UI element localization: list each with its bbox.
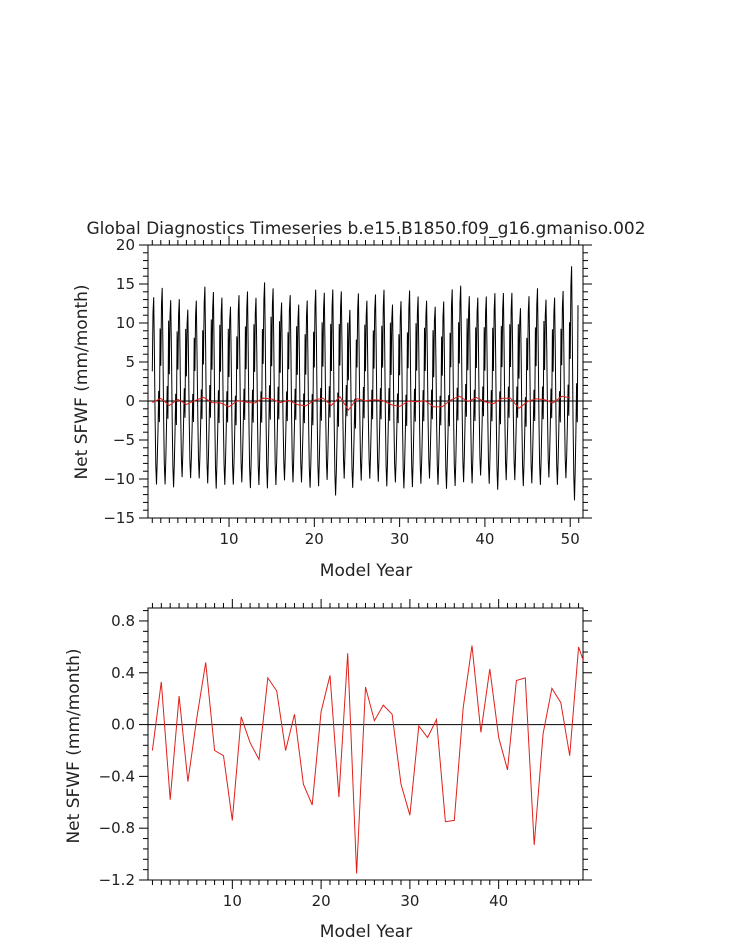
chart-2-annual-sfwf: 10 20 30 40 −1.2 −0.8 −0.4 0.0 0.4 0.8 xyxy=(99,599,592,910)
chart-2-x-tick-label: 20 xyxy=(312,892,331,910)
chart-2-x-tick-label: 30 xyxy=(400,892,419,910)
chart-1-x-tick-label: 20 xyxy=(305,530,324,548)
chart-2-y-tick-label: −1.2 xyxy=(99,871,135,889)
chart-2-y-axis-label: Net SFWF (mm/month) xyxy=(64,648,84,843)
chart-1-y-tick-label: 10 xyxy=(116,314,135,332)
chart-1-y-tick-label: −5 xyxy=(113,431,135,449)
chart-2-y-tick-label: 0.4 xyxy=(111,664,135,682)
chart-1-x-tick-label: 30 xyxy=(390,530,409,548)
chart-1-monthly-series xyxy=(151,266,579,501)
chart-2-annual-series xyxy=(151,645,583,874)
chart-1-x-tick-label: 10 xyxy=(219,530,238,548)
chart-1-x-axis-label: Model Year xyxy=(320,561,412,581)
chart-1-title: Global Diagnostics Timeseries b.e15.B185… xyxy=(86,219,645,239)
chart-1-monthly-and-annual-sfwf: 10 20 30 40 50 −15 −10 −5 0 5 10 15 20 xyxy=(103,236,592,548)
chart-1-x-tick-label: 40 xyxy=(475,530,494,548)
chart-1-y-tick-label: −15 xyxy=(103,509,135,527)
chart-1-y-tick-label: 15 xyxy=(116,275,135,293)
chart-2-x-axis-label: Model Year xyxy=(320,922,412,942)
chart-2-x-tick-label: 40 xyxy=(489,892,508,910)
chart-2-y-tick-label: 0.8 xyxy=(111,612,135,630)
chart-1-annual-series xyxy=(152,395,571,411)
chart-1-y-tick-label: 5 xyxy=(125,353,135,371)
chart-2-y-tick-label: −0.4 xyxy=(99,767,135,785)
chart-2-y-tick-label: −0.8 xyxy=(99,819,135,837)
chart-1-y-axis-label: Net SFWF (mm/month) xyxy=(72,284,92,479)
chart-1-y-tick-label: 0 xyxy=(125,392,135,410)
chart-2-frame xyxy=(147,607,584,881)
chart-1-x-tick-label: 50 xyxy=(561,530,580,548)
chart-2-y-tick-label: 0.0 xyxy=(111,716,135,734)
chart-1-y-tick-label: −10 xyxy=(103,470,135,488)
chart-2-x-tick-label: 10 xyxy=(223,892,242,910)
chart-1-y-tick-label: 20 xyxy=(116,236,135,254)
